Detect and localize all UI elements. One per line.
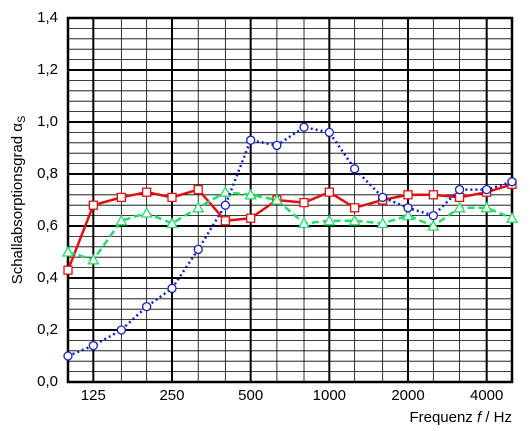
data-point — [244, 188, 257, 200]
data-point — [454, 192, 465, 203]
data-point — [403, 190, 413, 200]
data-point — [220, 216, 230, 226]
data-point — [142, 301, 152, 312]
data-point — [116, 192, 126, 203]
data-point — [61, 245, 75, 257]
data-point — [323, 214, 336, 226]
x-axis-label: Frequenz f / Hz — [409, 409, 512, 426]
x-tick-label: 1000 — [313, 387, 346, 404]
y-tick-label: 0,6 — [37, 217, 58, 234]
x-label-unit: / Hz — [481, 409, 512, 426]
y-tick-label: 0,4 — [37, 269, 58, 286]
data-point — [403, 203, 413, 213]
data-point — [350, 203, 360, 213]
data-point — [350, 164, 360, 174]
data-point — [376, 217, 389, 229]
data-point — [480, 201, 493, 213]
data-point — [427, 219, 440, 231]
data-point — [454, 184, 465, 195]
data-point — [220, 200, 230, 210]
data-point — [63, 351, 73, 361]
data-point — [167, 192, 177, 203]
data-point — [193, 184, 203, 195]
data-point — [299, 197, 309, 208]
data-point — [193, 244, 203, 255]
y-tick-label: 1,0 — [37, 113, 58, 130]
data-point — [87, 253, 100, 265]
data-point — [246, 135, 256, 145]
data-point — [272, 140, 282, 151]
data-point — [324, 187, 334, 197]
x-tick-label: 125 — [81, 387, 106, 404]
data-point — [428, 190, 438, 200]
data-point — [453, 201, 466, 213]
data-point — [115, 214, 128, 226]
data-point — [116, 325, 126, 335]
data-point — [167, 283, 177, 294]
data-point — [299, 122, 309, 132]
data-point — [165, 217, 179, 229]
data-point — [297, 217, 311, 229]
data-point — [270, 193, 284, 205]
data-point — [324, 127, 334, 138]
y-tick-label: 0,2 — [37, 321, 58, 338]
x-tick-label: 4000 — [470, 387, 503, 404]
data-point — [378, 192, 388, 203]
data-point — [401, 209, 415, 221]
data-point — [246, 213, 256, 223]
x-tick-label: 500 — [238, 387, 263, 404]
data-point — [348, 214, 361, 226]
plot-frame — [66, 16, 514, 384]
data-point — [63, 265, 73, 275]
series-line — [67, 125, 513, 358]
data-point — [507, 177, 517, 187]
data-point — [142, 187, 152, 197]
data-point — [428, 210, 438, 221]
data-point — [192, 201, 205, 213]
x-tick-label: 2000 — [391, 387, 424, 404]
data-point — [482, 184, 492, 195]
y-tick-label: 0,0 — [37, 373, 58, 390]
x-tick-label: 250 — [159, 387, 184, 404]
x-label-symbol: f — [477, 409, 483, 426]
y-label-subscript: S — [16, 116, 28, 123]
x-label-text: Frequenz — [409, 409, 477, 426]
y-tick-label: 0,8 — [37, 165, 58, 182]
data-point — [88, 200, 98, 210]
data-point — [140, 206, 153, 218]
y-axis-label: Schallabsorptionsgrad αS — [9, 116, 28, 285]
data-point — [505, 211, 519, 223]
y-label-text: Schallabsorptionsgrad α — [9, 123, 26, 285]
data-point — [219, 185, 232, 197]
y-tick-label: 1,4 — [37, 9, 58, 26]
data-point — [88, 340, 98, 351]
y-tick-label: 1,2 — [37, 61, 58, 78]
